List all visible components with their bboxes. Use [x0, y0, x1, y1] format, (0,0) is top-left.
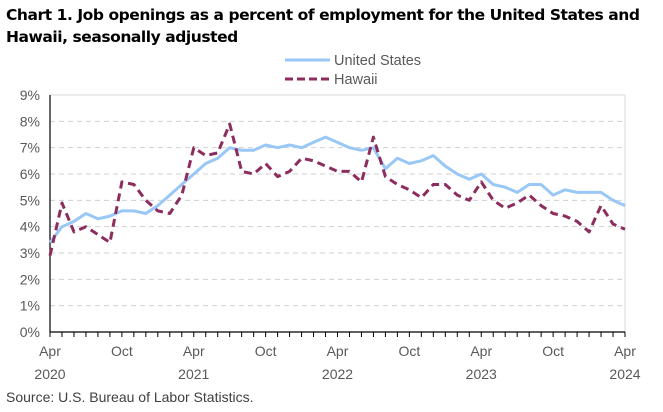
legend: United States Hawaii — [285, 53, 421, 88]
x-tick-label-month: Apr — [327, 343, 349, 359]
y-tick-label: 7% — [20, 140, 40, 156]
x-tick-label-year: 2021 — [178, 366, 209, 382]
y-tick-label: 2% — [20, 271, 40, 287]
x-tick-label-month: Apr — [470, 343, 492, 359]
legend-label-united-states: United States — [334, 53, 421, 69]
x-tick-label-year: 2024 — [609, 366, 640, 382]
x-tick-label-month: Apr — [183, 343, 205, 359]
x-tick-label-month: Apr — [39, 343, 61, 359]
chart-title-line-2: Hawaii, seasonally adjusted — [6, 28, 238, 46]
y-tick-label: 4% — [20, 219, 40, 235]
x-tick-label-month: Apr — [614, 343, 636, 359]
y-tick-label: 8% — [20, 113, 40, 129]
y-tick-label: 0% — [20, 324, 40, 340]
x-tick-label-month: Oct — [255, 343, 277, 359]
chart-title: Chart 1. Job openings as a percent of em… — [6, 4, 656, 48]
gridlines — [50, 94, 625, 307]
series-lines — [48, 122, 626, 256]
source-note: Source: U.S. Bureau of Labor Statistics. — [6, 389, 254, 405]
legend-label-hawaii: Hawaii — [334, 72, 378, 88]
y-tick-label: 1% — [20, 298, 40, 314]
y-axis-tick-labels: 0% 1% 2% 3% 4% 5% 6% 7% 8% 9% — [20, 87, 40, 340]
y-tick-label: 3% — [20, 245, 40, 261]
axes — [49, 95, 626, 337]
y-tick-label: 5% — [20, 192, 40, 208]
x-tick-label-month: Oct — [398, 343, 420, 359]
x-tick-label-year: 2020 — [34, 366, 65, 382]
x-tick-label-year: 2022 — [322, 366, 353, 382]
x-tick-label-year: 2023 — [466, 366, 497, 382]
chart-title-line-1: Chart 1. Job openings as a percent of em… — [6, 6, 640, 24]
x-tick-label-month: Oct — [542, 343, 564, 359]
x-tick-label-month: Oct — [111, 343, 133, 359]
y-tick-label: 9% — [20, 87, 40, 103]
y-tick-label: 6% — [20, 166, 40, 182]
x-axis-tick-labels: Apr 2020 Oct Apr 2021 Oct Apr 2022 Oct Apr 2023 Oct… — [34, 343, 640, 382]
